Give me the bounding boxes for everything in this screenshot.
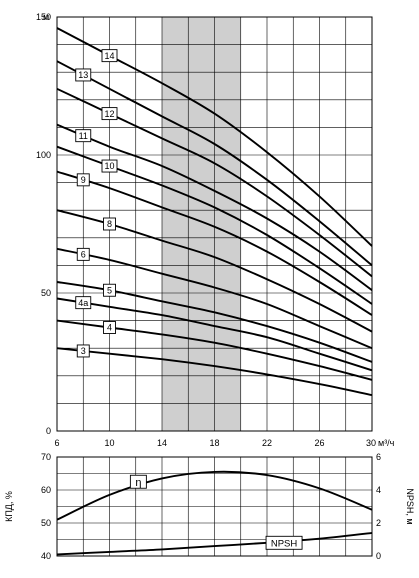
y-right-tick-label: 2 [376,518,381,528]
stage-label: 9 [81,175,86,185]
x-tick-label: 10 [104,438,114,448]
x-tick-label: 26 [314,438,324,448]
stage-label-box [103,283,116,297]
y-tick-label: 0 [46,426,51,436]
plot-frame [56,456,373,557]
efficiency-label-box [129,474,147,489]
head-curve-11 [56,123,373,291]
operating-range-band [162,17,241,431]
stage-label-box [76,344,90,358]
y-right-tick-label: 4 [376,485,381,495]
head-curve-6 [56,247,373,350]
npsh-curve [56,531,373,556]
x-tick-label: 14 [157,438,167,448]
stage-label: 8 [107,219,112,229]
y-left-tick-label: 50 [41,518,51,528]
stage-label: 12 [104,109,114,119]
y-tick-label: 50 [41,288,51,298]
stage-label-box [75,296,92,310]
stage-label: 14 [104,51,114,61]
y-right-tick-label: 0 [376,551,381,561]
efficiency-label: η [135,477,141,489]
y-left-axis-label: КПД, % [4,491,14,522]
head-curve-3 [56,347,373,397]
stage-label-box [101,159,118,173]
stage-label: 10 [104,161,114,171]
head-curve-9 [56,170,373,316]
npsh-label-box [265,535,303,550]
x-unit-label: м³/ч [378,438,395,448]
stage-label-box [101,107,118,121]
plot-frame [56,16,373,432]
stage-label-box [76,173,90,187]
x-tick-label: 6 [54,438,59,448]
x-tick-label: 30 [366,438,376,448]
stage-label-box [103,321,116,334]
npsh-label: NPSH [271,538,298,549]
stage-label-box [75,68,92,82]
stage-label: 6 [81,250,86,260]
y-right-axis-label: NPSH, м [405,488,415,524]
stage-label-box [76,247,90,261]
stage-label-box [101,49,118,63]
stage-label: 13 [78,70,88,80]
x-tick-label: 18 [209,438,219,448]
y-right-tick-label: 6 [376,452,381,462]
stage-label-box [75,129,92,143]
efficiency-curve [56,470,373,521]
stage-label-box [103,217,116,231]
head-curve-4a [56,297,373,372]
stage-label: 5 [107,285,112,295]
x-tick-label: 22 [262,438,272,448]
y-tick-label: 100 [36,150,51,160]
y-tick-label: 150 [36,12,51,22]
y-left-tick-label: 60 [41,485,51,495]
stage-label: 4a [78,298,88,308]
y-unit-label: м [43,12,49,22]
stage-label: 11 [79,131,88,141]
stage-label: 3 [81,346,86,356]
stage-label: 4 [107,323,112,333]
efficiency-npsh-chart: 40 50 60 70 0 2 4 6 КПД, % NPSH, м η NPSH [4,452,415,561]
y-left-tick-label: 70 [41,452,51,462]
y-left-tick-label: 40 [41,551,51,561]
head-curve-13 [56,60,373,267]
